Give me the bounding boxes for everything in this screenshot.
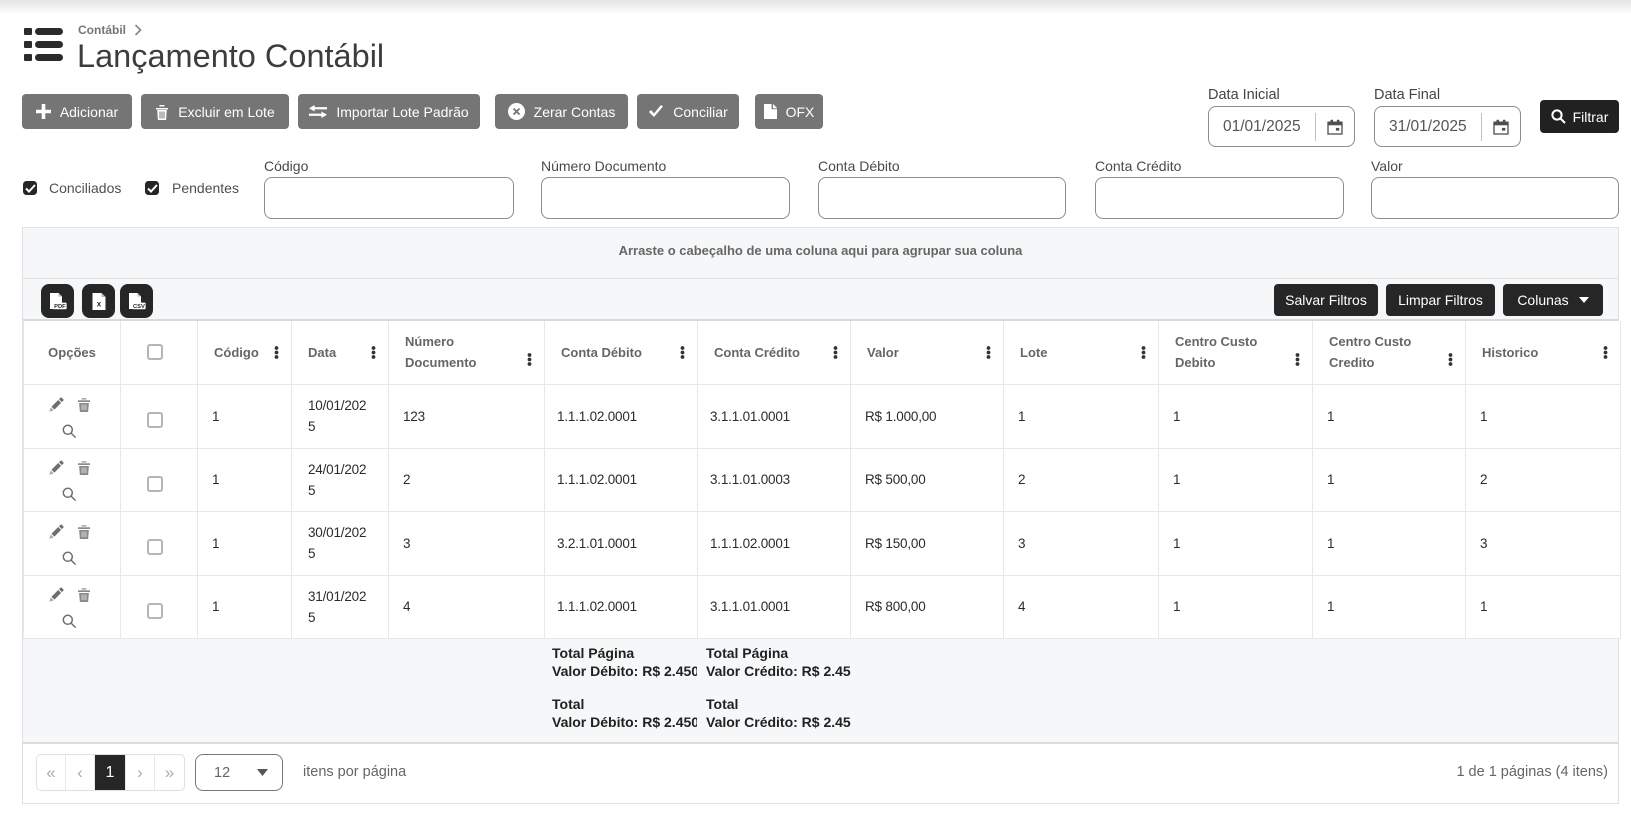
svg-text:x: x — [96, 299, 101, 308]
svg-text:PDF: PDF — [54, 303, 66, 309]
svg-text:CSV: CSV — [132, 303, 144, 309]
